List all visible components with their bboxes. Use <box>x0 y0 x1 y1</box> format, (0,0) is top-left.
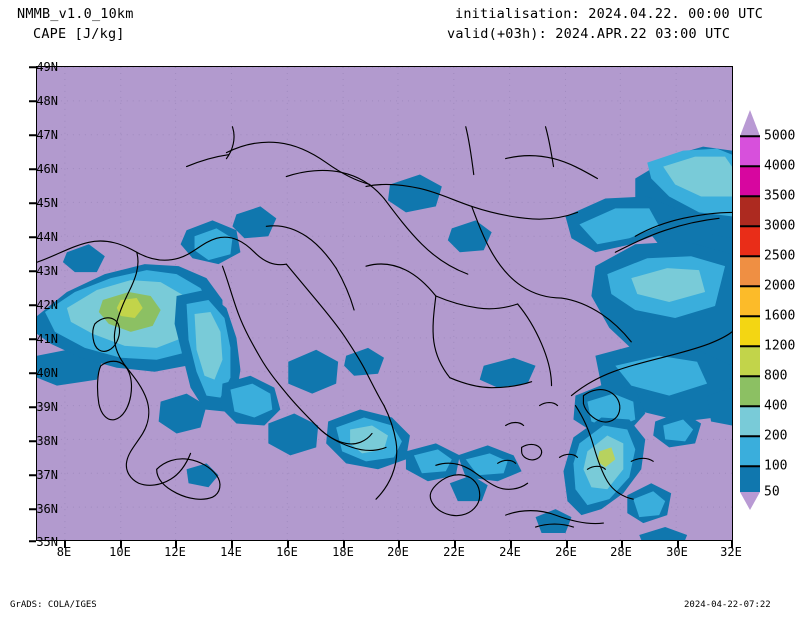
xtick-14E: 14E <box>220 545 242 559</box>
cb-tick <box>740 465 760 467</box>
ytick-mark <box>29 406 36 408</box>
ytick-36N: 36N <box>36 502 58 516</box>
cb-label-400: 400 <box>764 398 788 414</box>
cb-tick <box>740 405 760 407</box>
cb-tick <box>740 375 760 377</box>
ytick-49N: 49N <box>36 60 58 74</box>
xtick-mark <box>454 541 456 548</box>
ytick-mark <box>29 304 36 306</box>
render-timestamp: 2024-04-22-07:22 <box>684 600 771 610</box>
ytick-mark <box>29 236 36 238</box>
ytick-mark <box>29 168 36 170</box>
cb-tick <box>740 255 760 257</box>
xtick-18E: 18E <box>332 545 354 559</box>
ytick-39N: 39N <box>36 400 58 414</box>
ytick-mark <box>29 440 36 442</box>
ytick-47N: 47N <box>36 128 58 142</box>
xtick-24E: 24E <box>499 545 521 559</box>
ytick-mark <box>29 66 36 68</box>
xtick-20E: 20E <box>387 545 409 559</box>
xtick-mark <box>343 541 345 548</box>
cb-label-4000: 4000 <box>764 158 796 174</box>
xtick-mark <box>677 541 679 548</box>
cb-tick <box>740 135 760 137</box>
map-plot-area[interactable] <box>36 66 733 541</box>
ytick-mark <box>29 540 36 542</box>
xtick-mark <box>231 541 233 548</box>
cape-field-raster <box>37 67 732 540</box>
ytick-mark <box>29 202 36 204</box>
cb-tick <box>740 165 760 167</box>
ytick-48N: 48N <box>36 94 58 108</box>
ytick-42N: 42N <box>36 298 58 312</box>
xtick-8E: 8E <box>56 545 72 559</box>
ytick-43N: 43N <box>36 264 58 278</box>
ytick-37N: 37N <box>36 468 58 482</box>
xtick-mark <box>566 541 568 548</box>
xtick-10E: 10E <box>109 545 131 559</box>
xtick-mark <box>731 541 733 548</box>
xtick-22E: 22E <box>443 545 465 559</box>
ytick-mark <box>29 372 36 374</box>
cb-tick <box>740 345 760 347</box>
ytick-mark <box>29 338 36 340</box>
colorbar[interactable] <box>740 110 760 510</box>
cb-tick <box>740 435 760 437</box>
cb-tick <box>740 315 760 317</box>
ytick-38N: 38N <box>36 434 58 448</box>
ytick-41N: 41N <box>36 332 58 346</box>
ytick-40N: 40N <box>36 366 58 380</box>
xtick-28E: 28E <box>610 545 632 559</box>
cb-label-50: 50 <box>764 484 780 500</box>
model-title: NMMB_v1.0_10km <box>17 6 134 22</box>
cb-label-2000: 2000 <box>764 278 796 294</box>
grads-credit: GrADS: COLA/IGES <box>10 600 97 610</box>
cb-label-2500: 2500 <box>764 248 796 264</box>
cb-label-200: 200 <box>764 428 788 444</box>
ytick-35N: 35N <box>36 535 58 549</box>
cb-label-800: 800 <box>764 368 788 384</box>
xtick-16E: 16E <box>276 545 298 559</box>
cb-tick <box>740 225 760 227</box>
xtick-30E: 30E <box>666 545 688 559</box>
ytick-44N: 44N <box>36 230 58 244</box>
xtick-12E: 12E <box>164 545 186 559</box>
ytick-mark <box>29 474 36 476</box>
cb-tick <box>740 195 760 197</box>
ytick-mark <box>29 508 36 510</box>
cb-tick <box>740 285 760 287</box>
ytick-mark <box>29 100 36 102</box>
xtick-26E: 26E <box>555 545 577 559</box>
cb-label-5000: 5000 <box>764 128 796 144</box>
valid-time: valid(+03h): 2024.APR.22 03:00 UTC <box>447 26 731 42</box>
cb-label-3500: 3500 <box>764 188 796 204</box>
xtick-mark <box>287 541 289 548</box>
xtick-mark <box>64 541 66 548</box>
cb-label-3000: 3000 <box>764 218 796 234</box>
variable-title: CAPE [J/kg] <box>33 26 125 42</box>
xtick-mark <box>621 541 623 548</box>
ytick-45N: 45N <box>36 196 58 210</box>
cb-label-100: 100 <box>764 458 788 474</box>
xtick-mark <box>175 541 177 548</box>
initialisation-time: initialisation: 2024.04.22. 00:00 UTC <box>455 6 764 22</box>
xtick-mark <box>120 541 122 548</box>
xtick-32E: 32E <box>720 545 742 559</box>
xtick-mark <box>510 541 512 548</box>
cb-label-1200: 1200 <box>764 338 796 354</box>
xtick-mark <box>398 541 400 548</box>
ytick-mark <box>29 270 36 272</box>
ytick-46N: 46N <box>36 162 58 176</box>
cb-label-1600: 1600 <box>764 308 796 324</box>
ytick-mark <box>29 134 36 136</box>
